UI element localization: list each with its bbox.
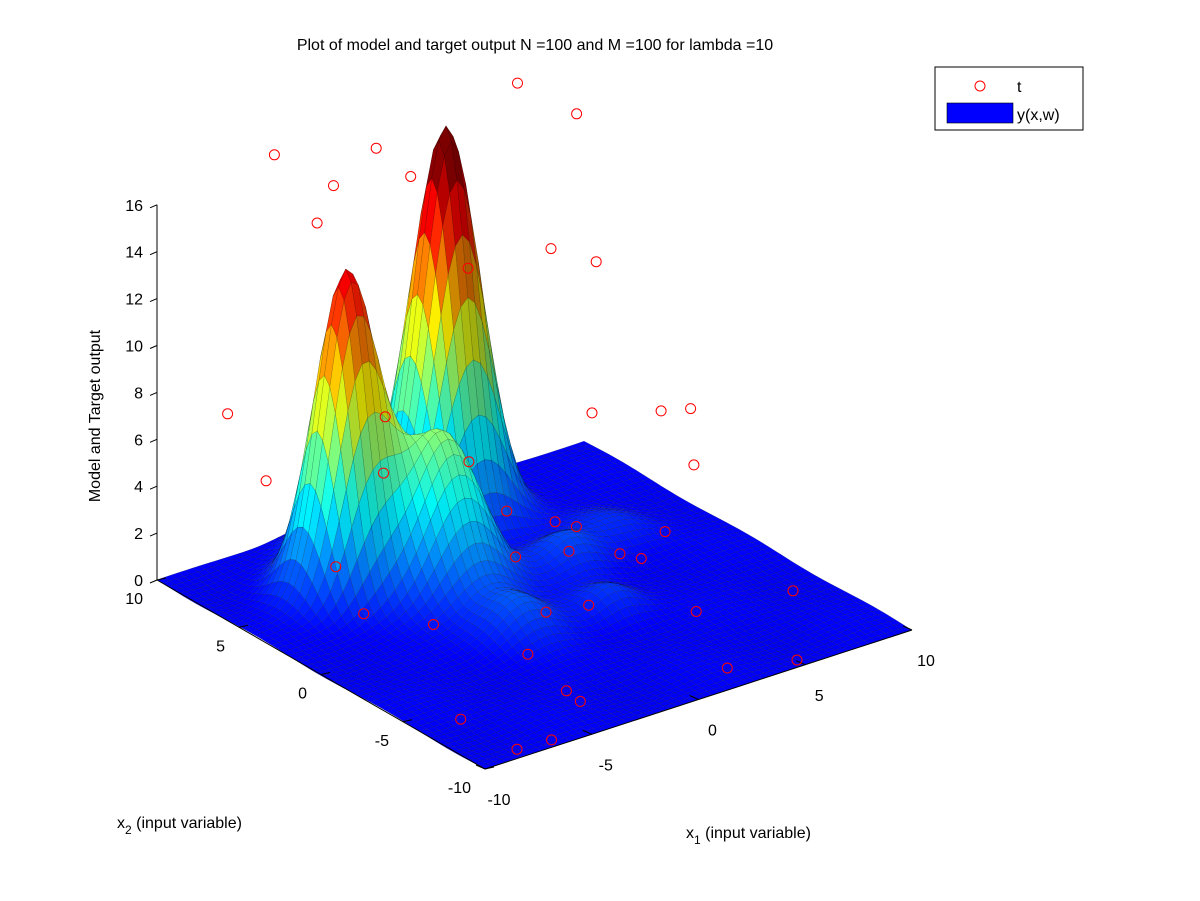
- x2-tick-label: 5: [216, 638, 225, 655]
- target-point-marker: [685, 403, 697, 415]
- z-tick: [149, 391, 158, 396]
- target-point-marker: [586, 407, 598, 419]
- target-point-marker: [370, 142, 382, 154]
- target-point-marker: [655, 405, 667, 417]
- z-tick: [149, 438, 158, 443]
- target-point-marker: [328, 180, 339, 192]
- x2-tick-label: 0: [298, 686, 307, 703]
- z-tick: [149, 345, 158, 349]
- target-point-marker: [311, 217, 323, 229]
- z-tick: [149, 579, 158, 584]
- z-tick: [149, 298, 158, 303]
- surface-layer: [156, 125, 913, 769]
- y-axis-label-rest: (input variable): [132, 815, 242, 832]
- z-tick: [149, 485, 158, 490]
- target-point-marker: [545, 243, 557, 255]
- z-tick-label: 10: [125, 339, 143, 356]
- target-point-marker: [222, 408, 234, 420]
- x1-tick-label: 10: [917, 653, 935, 670]
- y-axis-label: x2 (input variable): [117, 815, 242, 837]
- y-axis-label-main: x: [117, 815, 125, 832]
- x1-tick-label: -5: [599, 757, 613, 774]
- z-axis-label: Model and Target output: [87, 329, 104, 502]
- z-tick-label: 6: [134, 432, 143, 449]
- legend: t y(x,w): [934, 66, 1084, 131]
- legend-surface-swatch: [946, 102, 1014, 124]
- z-tick-label: 12: [125, 292, 143, 309]
- target-point-marker: [571, 108, 583, 120]
- x-axis-label-rest: (input variable): [701, 825, 811, 842]
- z-tick: [149, 251, 158, 256]
- z-tick-label: 4: [134, 479, 143, 496]
- target-point-marker: [268, 149, 280, 161]
- x1-tick-label: 5: [815, 688, 824, 705]
- legend-entry-y: y(x,w): [1017, 107, 1060, 124]
- target-point-marker: [590, 256, 602, 268]
- chart-title: Plot of model and target output N =100 a…: [297, 37, 773, 54]
- target-point-marker: [260, 475, 272, 487]
- z-tick-label: 2: [134, 526, 143, 543]
- x1-tick-label: 0: [708, 723, 717, 740]
- legend-entry-t: t: [1017, 79, 1022, 96]
- z-tick: [149, 532, 158, 537]
- x1-tick-label: -10: [487, 792, 510, 809]
- x-axis-label-main: x: [686, 825, 694, 842]
- x2-tick-label: -10: [448, 780, 471, 797]
- x-axis-label: x1 (input variable): [686, 825, 811, 847]
- z-tick-label: 14: [125, 245, 143, 262]
- z-tick-label: 8: [134, 385, 143, 402]
- target-point-marker: [688, 459, 700, 471]
- x2-tick-label: 10: [125, 591, 143, 608]
- z-tick-label: 0: [134, 573, 143, 590]
- z-tick-label: 16: [125, 198, 143, 215]
- target-point-marker: [512, 77, 523, 89]
- z-tick: [149, 204, 158, 209]
- x2-tick-label: -5: [375, 733, 389, 750]
- target-point-marker: [405, 171, 417, 182]
